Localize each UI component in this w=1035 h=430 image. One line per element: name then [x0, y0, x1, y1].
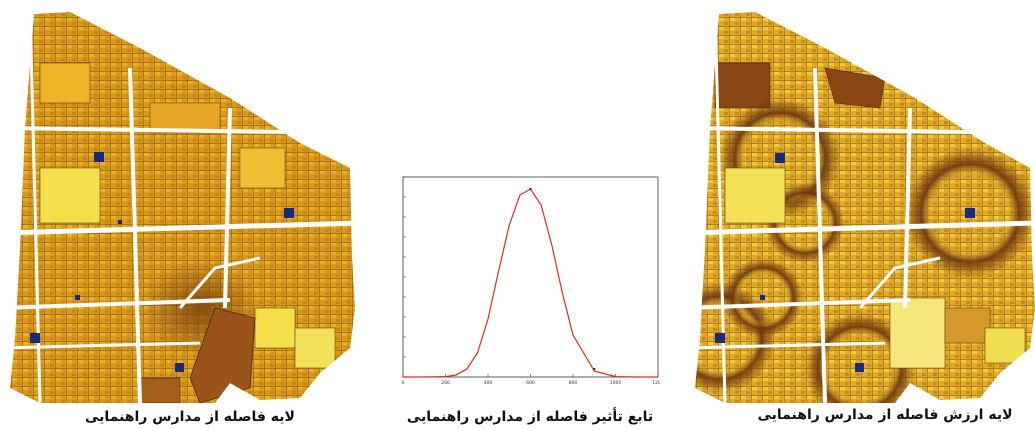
data-point-1 [593, 367, 596, 371]
x-tick-label: 1000 [610, 380, 622, 386]
left-map-caption: لایه فاصله از مدارس راهنمایی [85, 409, 295, 425]
right-map-parcels [695, 12, 1035, 403]
x-tick-label: 600 [526, 380, 535, 386]
x-tick-label: 800 [569, 380, 578, 386]
x-tick-label: 0 [402, 380, 405, 386]
left-distance-map [0, 8, 365, 403]
right-map-caption: لایه ارزش فاصله از مدارس راهنمایی [757, 407, 1013, 423]
data-point-0 [529, 187, 532, 191]
chart-caption: تابع تأثیر فاصله از مدارس راهنمایی [406, 409, 654, 425]
influence-function-chart: 0 200 400 600 800 1000 1200 [395, 165, 660, 390]
right-value-map [685, 8, 1035, 403]
chart-canvas: 0 200 400 600 800 1000 1200 [395, 165, 660, 390]
series-line-0 [403, 188, 658, 378]
x-tick-label: 400 [484, 380, 493, 386]
x-tick-label: 200 [441, 380, 450, 386]
right-map-canvas [695, 12, 1035, 403]
left-map-canvas [10, 12, 355, 403]
left-map-parcels [10, 12, 355, 403]
x-tick-label: 1200 [652, 380, 660, 386]
